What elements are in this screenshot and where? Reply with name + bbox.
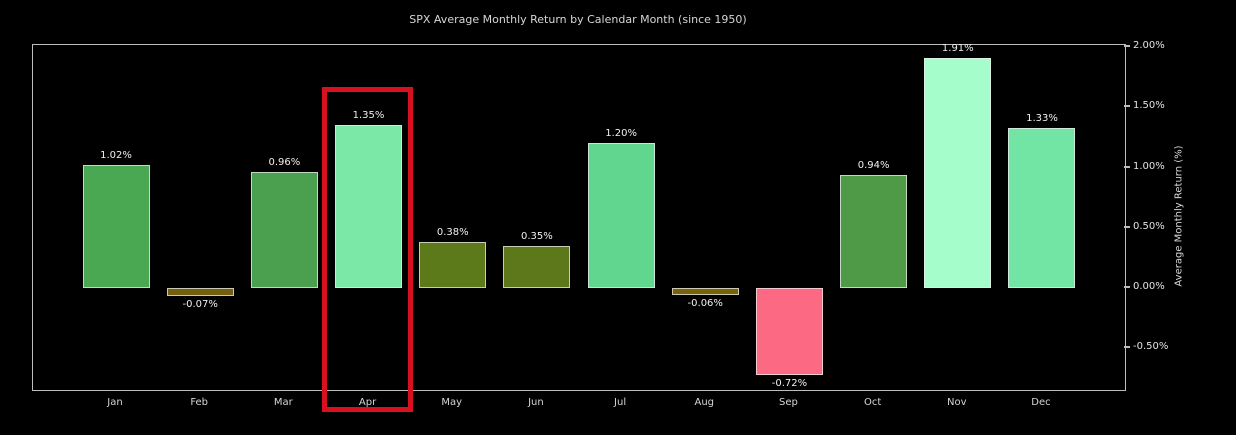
x-tick-label-feb: Feb — [190, 397, 209, 408]
value-label-jul: 1.20% — [605, 128, 637, 140]
y-tick-mark--0.50% — [1124, 346, 1130, 349]
x-tick-label-jul: Jul — [614, 397, 627, 408]
x-tick-label-jun: Jun — [528, 397, 544, 408]
x-tick-label-apr: Apr — [358, 397, 377, 408]
value-label-feb: -0.07% — [182, 299, 218, 311]
value-label-dec: 1.33% — [1026, 112, 1058, 124]
y-tick-label-1.50%: 1.50% — [1133, 100, 1165, 112]
value-label-nov: 1.91% — [941, 42, 974, 54]
bar-jan — [82, 165, 150, 288]
y-tick-label-1.00%: 1.00% — [1133, 160, 1165, 172]
y-tick-mark-0.00% — [1124, 286, 1130, 288]
y-tick-label--0.50%: -0.50% — [1133, 341, 1169, 353]
value-label-oct: 0.94% — [857, 159, 890, 171]
value-label-jun: 0.35% — [521, 230, 553, 242]
y-tick-label-2.00%: 2.00% — [1133, 40, 1165, 51]
x-tick-label-sep: Sep — [779, 397, 798, 408]
bar-aug — [671, 288, 739, 296]
chart-title: SPX Average Monthly Return by Calendar M… — [409, 13, 747, 26]
x-tick-label-nov: Nov — [947, 397, 967, 408]
y-tick-label-0.50%: 0.50% — [1133, 220, 1165, 232]
value-label-apr: 1.35% — [352, 110, 385, 122]
y-axis-title: Average Monthly Return (%) — [1173, 145, 1185, 287]
y-tick-mark-0.50% — [1124, 225, 1130, 228]
bar-mar — [250, 172, 318, 288]
x-tick-label-jan: Jan — [107, 397, 123, 408]
y-tick-mark-2.00% — [1124, 45, 1130, 47]
bar-jul — [587, 143, 655, 288]
bar-sep — [755, 288, 823, 375]
x-tick-label-aug: Aug — [694, 397, 715, 408]
bar-oct — [840, 174, 908, 288]
value-label-aug: -0.06% — [687, 298, 723, 310]
bar-may — [419, 242, 487, 288]
y-tick-label-0.00%: 0.00% — [1133, 281, 1165, 292]
y-tick-mark-1.00% — [1124, 165, 1130, 168]
value-label-sep: -0.72% — [771, 377, 808, 389]
value-label-mar: 0.96% — [268, 157, 301, 169]
highlight-box — [322, 87, 414, 412]
bar-apr — [335, 125, 403, 288]
value-label-may: 0.38% — [436, 227, 469, 239]
bar-jun — [503, 245, 571, 288]
plot-area: 1.02% -0.07% 0.96% 1.35% 0.38% 0.35% 1.20% -0.0… — [32, 42, 1126, 391]
bar-dec — [1008, 127, 1076, 288]
x-tick-label-may: May — [441, 397, 463, 408]
bar-feb — [166, 288, 234, 297]
y-tick-mark-1.50% — [1124, 105, 1130, 108]
x-tick-label-dec: Dec — [1031, 397, 1051, 408]
x-tick-label-mar: Mar — [273, 397, 293, 408]
value-label-jan: 1.02% — [100, 150, 132, 162]
x-tick-label-oct: Oct — [863, 397, 882, 408]
bar-nov — [924, 57, 992, 288]
